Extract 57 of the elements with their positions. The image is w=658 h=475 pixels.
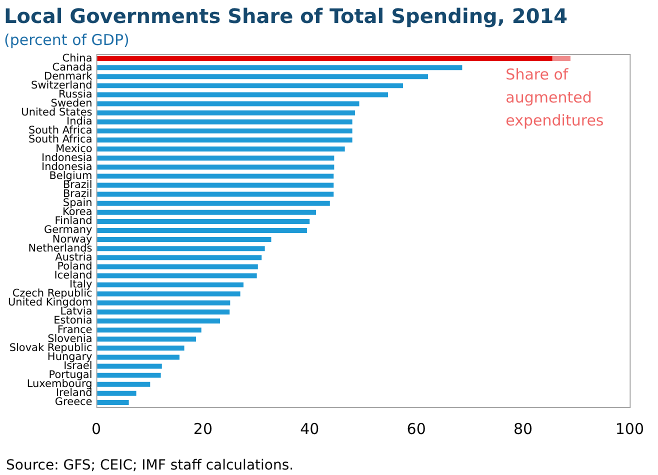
bar	[96, 372, 161, 378]
bar	[96, 300, 230, 306]
bar	[96, 210, 316, 215]
bar	[96, 346, 184, 351]
x-tick-label: 0	[92, 420, 102, 438]
bar	[96, 291, 240, 296]
bar	[96, 65, 462, 70]
x-tick-label: 60	[406, 420, 426, 438]
annotation: Share of augmented expenditures	[506, 65, 604, 130]
bar	[96, 390, 136, 396]
bar	[96, 282, 244, 288]
y-tick-label: Italy	[69, 278, 92, 291]
bar	[96, 318, 220, 324]
bar	[96, 192, 334, 197]
bar	[96, 364, 162, 369]
bar	[96, 273, 257, 278]
bar	[96, 228, 307, 233]
bar	[96, 200, 330, 206]
bar	[96, 119, 352, 124]
bar	[96, 246, 265, 252]
bar	[96, 400, 129, 405]
bar	[96, 74, 428, 80]
bar	[96, 56, 552, 62]
bar	[96, 138, 352, 142]
bar	[96, 264, 258, 270]
bar	[96, 174, 334, 179]
bar	[96, 83, 403, 88]
bar	[96, 309, 230, 314]
bar	[96, 382, 150, 387]
y-tick-label: France	[57, 324, 92, 336]
bar	[96, 237, 272, 242]
bar	[96, 92, 388, 98]
bar	[96, 146, 345, 152]
bar	[96, 182, 334, 188]
y-tick-label: Greece	[54, 396, 92, 408]
bar	[96, 218, 310, 224]
bar	[96, 354, 180, 360]
bar	[96, 156, 334, 161]
bar	[552, 56, 570, 62]
x-tick-label: 40	[300, 420, 320, 438]
bar	[96, 110, 355, 116]
x-tick-label: 20	[193, 420, 213, 438]
y-tick-label: Russia	[58, 88, 92, 100]
source-note: Source: GFS; CEIC; IMF staff calculations.	[6, 458, 294, 474]
x-tick-label: 100	[615, 420, 644, 438]
chart-subtitle: (percent of GDP)	[4, 30, 130, 49]
bar	[96, 328, 202, 333]
bar	[96, 128, 352, 134]
y-tick-label: United Kingdom	[8, 296, 92, 309]
bar	[96, 164, 334, 170]
y-tick-label: Belgium	[49, 170, 92, 182]
chart-title: Local Governments Share of Total Spending, 2014	[4, 4, 568, 28]
bar	[96, 255, 262, 260]
bar	[96, 336, 196, 342]
x-tick-label: 80	[513, 420, 533, 438]
y-tick-label: Spain	[62, 197, 92, 210]
bar	[96, 101, 360, 106]
